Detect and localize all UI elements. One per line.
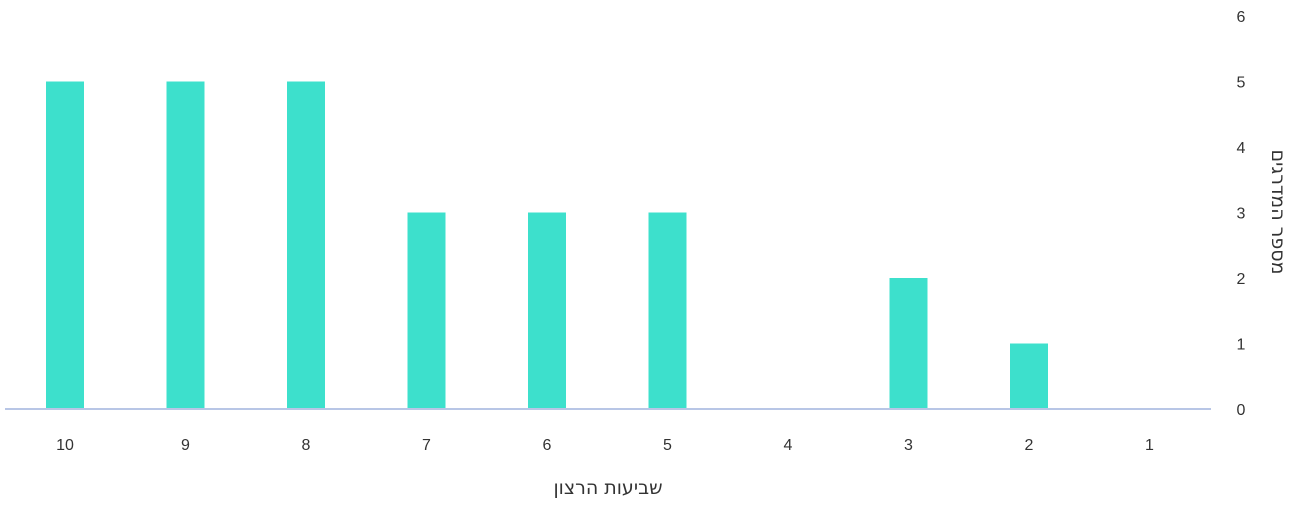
x-tick-label: 10 [56,437,74,454]
bar-10 [46,81,84,409]
x-tick-label: 9 [181,437,190,454]
y-tick-label: 1 [1237,337,1246,354]
bar-2 [1010,343,1048,409]
y-tick-labels: 0 1 2 3 4 5 6 [1237,9,1246,419]
y-tick-label: 4 [1237,140,1246,157]
y-tick-label: 0 [1237,402,1246,419]
y-tick-label: 6 [1237,9,1246,26]
bar-9 [166,81,205,409]
x-tick-label: 4 [784,437,793,454]
bar-5 [648,212,687,409]
x-tick-label: 8 [302,437,311,454]
x-tick-label: 1 [1145,437,1154,454]
y-tick-label: 5 [1237,75,1246,92]
bar-6 [528,212,566,409]
bar-7 [407,212,446,409]
x-tick-label: 6 [543,437,552,454]
y-axis-title: מספר המדרגים [1267,150,1289,275]
x-tick-label: 7 [422,437,431,454]
y-tick-label: 2 [1237,271,1246,288]
bars-group [46,81,1048,409]
x-tick-labels: 10 9 8 7 6 5 4 3 2 1 [56,437,1154,454]
y-tick-label: 3 [1237,206,1246,223]
x-tick-label: 5 [663,437,672,454]
x-axis-title: שביעות הרצון [553,477,662,499]
bar-8 [287,81,325,409]
x-tick-label: 2 [1025,437,1034,454]
bar-3 [889,278,928,409]
x-tick-label: 3 [904,437,913,454]
